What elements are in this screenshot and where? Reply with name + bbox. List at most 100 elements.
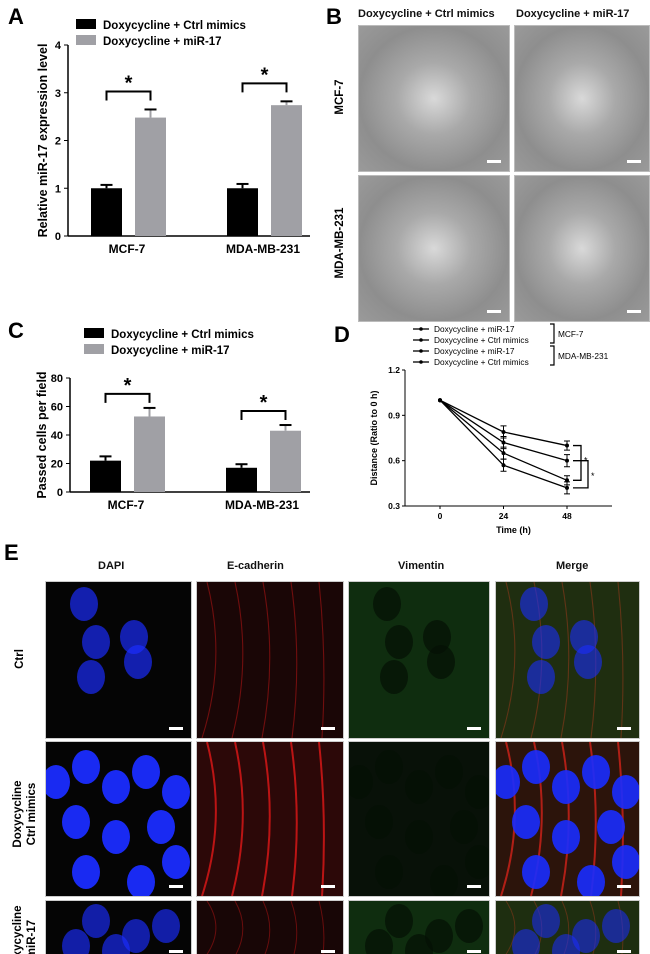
nucleus-shadow <box>405 934 433 954</box>
nucleus <box>132 755 160 789</box>
nucleus-shadow <box>385 904 413 938</box>
cell-junction <box>560 742 570 896</box>
y-axis-label: Passed cells per field <box>35 371 49 498</box>
nucleus <box>552 934 580 954</box>
bar <box>227 188 258 236</box>
panel-e-col-header: Merge <box>556 560 589 572</box>
nucleus-shadow <box>427 645 455 679</box>
panel-e-col-header: E-cadherin <box>227 560 284 572</box>
significance-star: * <box>125 72 133 94</box>
nucleus <box>577 865 605 896</box>
nucleus-shadow <box>455 909 483 943</box>
data-point <box>438 398 442 403</box>
nucleus <box>77 660 105 694</box>
scale-bar <box>617 950 631 953</box>
cell-junction <box>201 742 217 896</box>
data-point <box>501 440 506 445</box>
nucleus <box>597 810 625 844</box>
fluorescence-image <box>495 900 640 954</box>
x-tick-label: MCF-7 <box>108 498 145 512</box>
legend-marker <box>419 360 423 364</box>
legend-group-label: MDA-MB-231 <box>558 351 609 361</box>
cell-junction <box>505 901 516 954</box>
cell-junction <box>318 901 325 954</box>
legend-group-bracket <box>550 345 555 366</box>
legend-swatch <box>76 35 96 45</box>
sem-image <box>514 25 650 172</box>
fluorescence-image <box>45 581 192 739</box>
cell-junction <box>231 582 244 738</box>
data-point <box>501 463 506 468</box>
scale-bar <box>627 160 641 163</box>
nucleus <box>82 904 110 938</box>
scale-bar <box>617 727 631 730</box>
nucleus <box>602 909 630 943</box>
significance-bracket <box>573 444 582 481</box>
y-tick-label: 0 <box>57 487 63 499</box>
cell-junction <box>617 582 624 738</box>
panel-e-row-label: Doxycycline miR-17 <box>12 905 38 954</box>
panel-b-col-header: Doxycycline + miR-17 <box>516 8 630 20</box>
scale-bar <box>169 727 183 730</box>
nucleus <box>72 750 100 784</box>
data-point <box>501 429 506 434</box>
bar <box>270 430 301 492</box>
cell-junction <box>261 742 271 896</box>
fluorescence-image <box>495 741 640 897</box>
bar <box>271 105 302 236</box>
y-tick-label: 20 <box>51 459 63 471</box>
cell-junction <box>262 901 271 954</box>
legend-swatch <box>84 344 104 354</box>
x-tick-label: MDA-MB-231 <box>226 242 300 256</box>
nucleus <box>102 770 130 804</box>
sem-image <box>358 25 510 172</box>
bar <box>90 460 121 492</box>
legend-label: Doxycycline + miR-17 <box>434 346 515 356</box>
data-point <box>501 451 506 456</box>
fluorescence-image <box>196 741 344 897</box>
fluorescence-image <box>196 900 344 954</box>
y-axis-label: Distance (Ratio to 0 h) <box>369 390 379 485</box>
nucleus-shadow <box>365 805 393 839</box>
panel-label-a: A <box>8 4 24 29</box>
cell-junction <box>234 901 244 954</box>
nucleus-shadow <box>375 750 403 784</box>
y-tick-label: 0.6 <box>388 456 400 466</box>
panel-b-row-label: MDA-MB-231 <box>334 207 346 279</box>
panel-b-row-label: MCF-7 <box>334 79 346 115</box>
fluorescence-image <box>348 741 490 897</box>
significance-bracket <box>105 90 152 101</box>
data-point <box>565 458 569 463</box>
y-tick-label: 0 <box>55 231 61 243</box>
cell-junction <box>206 901 217 954</box>
x-tick-label: MCF-7 <box>109 242 146 256</box>
nucleus <box>70 587 98 621</box>
significance-star: * <box>591 471 595 481</box>
nucleus-shadow <box>465 845 489 879</box>
nucleus <box>122 919 150 953</box>
significance-star: * <box>584 456 588 466</box>
legend-group-label: MCF-7 <box>558 329 584 339</box>
nucleus-shadow <box>405 820 433 854</box>
fluorescence-image <box>348 900 490 954</box>
nucleus <box>496 765 520 799</box>
nucleus-shadow <box>380 660 408 694</box>
y-tick-label: 40 <box>51 430 63 442</box>
nucleus <box>102 820 130 854</box>
nucleus <box>162 845 190 879</box>
x-axis-label: Time (h) <box>496 525 531 535</box>
cell-junction <box>261 582 271 738</box>
legend-label: Doxycycline + Ctrl mimics <box>434 335 529 345</box>
x-tick-label: 0 <box>438 511 443 521</box>
nucleus <box>152 909 180 943</box>
nucleus-shadow <box>430 865 458 896</box>
scale-bar <box>627 310 641 313</box>
nucleus-shadow <box>450 810 478 844</box>
nucleus <box>520 587 548 621</box>
nucleus <box>82 625 110 659</box>
y-tick-label: 4 <box>55 40 62 52</box>
cell-junction <box>201 582 217 738</box>
fluorescence-image <box>45 741 192 897</box>
panel-label-c: C <box>8 318 24 343</box>
